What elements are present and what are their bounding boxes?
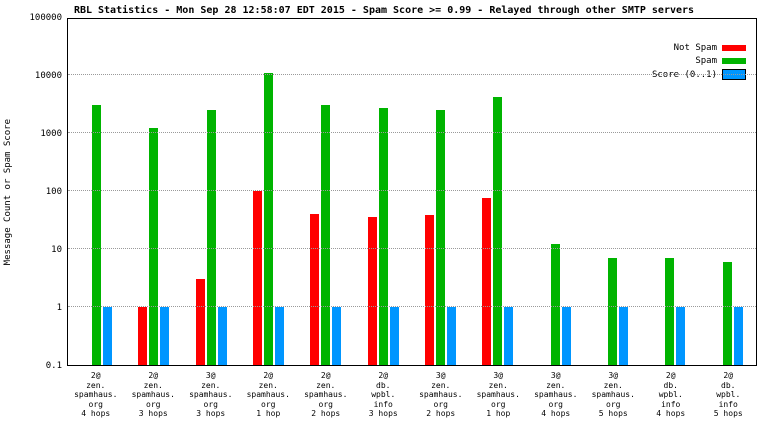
bar-group [699, 19, 756, 365]
x-axis-category-label: 3@ zen. spamhaus. org 1 hop [476, 371, 520, 419]
bar-group [469, 19, 526, 365]
bar-spam [92, 105, 102, 365]
gridline [68, 190, 756, 191]
bar-not-spam [482, 198, 492, 365]
legend-swatch [722, 45, 746, 51]
y-axis-tick-label: 1 [56, 303, 62, 313]
bar-group [584, 19, 641, 365]
plot-area: Not Spam Spam Score (0..1) [67, 18, 757, 366]
bar-score-0-1 [160, 307, 170, 365]
bar-score-0-1 [332, 307, 342, 365]
y-axis-tick-label: 100 [45, 187, 62, 197]
bar-not-spam [253, 191, 263, 365]
x-axis-category-label: 2@ db. wpbl. info 5 hops [713, 371, 743, 419]
bar-spam [206, 109, 216, 365]
bar-spam [550, 244, 560, 365]
y-axis-tick-label: 0.1 [45, 361, 62, 371]
bar-score-0-1 [389, 307, 399, 365]
bar-score-0-1 [275, 307, 285, 365]
x-axis-category-label: 2@ zen. spamhaus. org 3 hops [131, 371, 175, 419]
x-axis-category-label: 3@ zen. spamhaus. org 4 hops [534, 371, 578, 419]
x-axis-category-label: 2@ zen. spamhaus. org 4 hops [74, 371, 118, 419]
y-axis-tick-label: 10 [51, 245, 62, 255]
x-axis-category-label: 2@ zen. spamhaus. org 1 hop [246, 371, 290, 419]
bar-spam [264, 72, 274, 365]
bar-group [125, 19, 182, 365]
bar-score-0-1 [217, 307, 227, 365]
legend-label: Spam [695, 56, 717, 66]
bar-spam [149, 128, 159, 365]
bar-score-0-1 [504, 307, 514, 365]
bar-not-spam [367, 217, 377, 365]
bar-spam [608, 257, 618, 365]
bar-score-0-1 [676, 307, 686, 365]
bar-spam [321, 105, 331, 365]
gridline [68, 306, 756, 307]
bar-group [68, 19, 125, 365]
x-axis-category-label: 3@ zen. spamhaus. org 2 hops [419, 371, 463, 419]
bar-not-spam [425, 215, 435, 365]
bar-group [412, 19, 469, 365]
x-axis-category-label: 3@ zen. spamhaus. org 5 hops [591, 371, 635, 419]
bar-score-0-1 [619, 307, 629, 365]
x-axis-category-label: 2@ db. wpbl. info 4 hops [656, 371, 686, 419]
legend-label: Not Spam [673, 43, 717, 53]
bar-group [183, 19, 240, 365]
y-axis-tick-label: 1000 [40, 129, 62, 139]
bar-groups-container [68, 19, 756, 365]
gridline [68, 74, 756, 75]
bar-not-spam [195, 279, 205, 365]
bar-group [297, 19, 354, 365]
gridline [68, 132, 756, 133]
bar-group [355, 19, 412, 365]
x-axis-category-label: 2@ db. wpbl. info 3 hops [368, 371, 398, 419]
bar-group [527, 19, 584, 365]
bar-not-spam [310, 214, 320, 365]
bar-score-0-1 [103, 307, 113, 365]
chart-title: RBL Statistics - Mon Sep 28 12:58:07 EDT… [73, 5, 695, 16]
bar-not-spam [138, 307, 148, 365]
bar-spam [378, 107, 388, 365]
bar-score-0-1 [447, 307, 457, 365]
legend-item: Spam [695, 56, 746, 66]
x-axis-labels: 2@ zen. spamhaus. org 4 hops 2@ zen. spamhaus. o… [67, 371, 757, 419]
bar-spam [665, 257, 675, 365]
y-axis-tick-label: 10000 [34, 71, 62, 81]
bar-spam [493, 96, 503, 365]
gridline [68, 248, 756, 249]
bar-spam [722, 261, 732, 365]
bar-spam [436, 109, 446, 365]
y-axis-tick-label: 100000 [29, 13, 62, 23]
bar-score-0-1 [733, 307, 743, 365]
bar-group [641, 19, 698, 365]
bar-group [240, 19, 297, 365]
legend-item: Not Spam [674, 43, 746, 53]
x-axis-category-label: 2@ zen. spamhaus. org 2 hops [304, 371, 348, 419]
legend-swatch [722, 58, 746, 64]
bar-score-0-1 [561, 307, 571, 365]
x-axis-category-label: 3@ zen. spamhaus. org 3 hops [189, 371, 233, 419]
